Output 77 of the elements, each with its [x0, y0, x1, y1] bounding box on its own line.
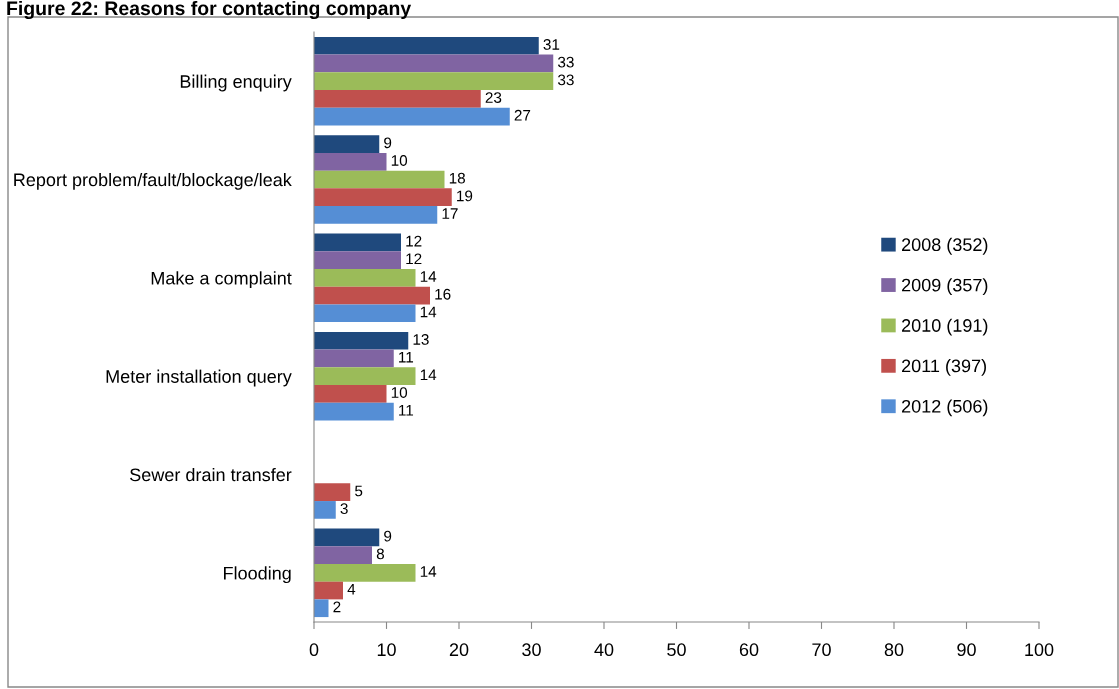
bar — [314, 188, 452, 207]
x-tick-label: 0 — [309, 643, 319, 657]
x-tick-label: 80 — [884, 643, 904, 657]
bar — [314, 385, 387, 403]
x-tick-label: 40 — [594, 643, 614, 657]
bar — [314, 581, 343, 600]
data-label: 5 — [355, 485, 363, 497]
data-label: 12 — [406, 235, 422, 247]
chart-title: Figure 22: Reasons for contacting company — [7, 0, 412, 20]
x-tick-label: 60 — [739, 643, 759, 657]
x-tick-label: 70 — [812, 643, 831, 657]
y-tick-label: Billing enquiry — [180, 74, 292, 92]
data-label: 11 — [399, 405, 414, 416]
bar — [314, 483, 351, 502]
bar — [314, 599, 329, 618]
bar — [314, 349, 394, 368]
legend-label: 2011 (397) — [902, 359, 986, 376]
bar — [314, 135, 380, 153]
bar — [314, 367, 416, 386]
data-label: 14 — [420, 369, 437, 381]
bar — [314, 546, 372, 564]
y-tick-label: Flooding — [224, 566, 291, 584]
data-label: 11 — [399, 351, 414, 363]
data-label: 14 — [420, 271, 437, 282]
bar — [314, 206, 438, 224]
bar — [314, 72, 554, 91]
bar — [314, 528, 380, 547]
bar — [314, 36, 539, 55]
data-label: 9 — [384, 530, 392, 542]
legend-label: 2012 (506) — [902, 399, 988, 417]
bar — [314, 268, 416, 287]
data-label: 14 — [420, 306, 437, 318]
data-label: 18 — [449, 172, 465, 184]
data-label: 12 — [406, 253, 422, 265]
data-label: 16 — [435, 288, 451, 300]
bar — [314, 90, 481, 108]
bar — [314, 54, 554, 73]
bar — [314, 304, 416, 323]
data-label: 23 — [485, 92, 502, 103]
y-tick-label: Report problem/fault/blockage/leak — [14, 172, 292, 190]
bar — [314, 286, 430, 305]
legend-label: 2010 (191) — [902, 318, 988, 336]
data-label: 10 — [391, 155, 408, 166]
x-tick-label: 20 — [449, 643, 469, 657]
bar — [314, 107, 510, 126]
data-label: 31 — [543, 39, 560, 50]
data-label: 2 — [333, 601, 341, 613]
legend-label: 2008 (352) — [902, 237, 988, 255]
data-label: 8 — [376, 548, 384, 560]
data-label: 14 — [420, 566, 437, 577]
data-label: 4 — [347, 583, 356, 595]
bar — [314, 331, 409, 350]
bar — [314, 170, 445, 189]
data-label: 33 — [558, 74, 574, 86]
data-label: 10 — [391, 387, 408, 398]
x-tick-label: 50 — [667, 643, 686, 657]
data-label: 27 — [514, 109, 531, 121]
x-tick-label: 10 — [377, 643, 396, 657]
data-label: 19 — [457, 190, 473, 202]
y-tick-label: Meter installation query — [106, 369, 292, 387]
data-label: 33 — [558, 56, 574, 68]
y-tick-label: Sewer drain transfer — [130, 467, 292, 482]
bar — [314, 501, 336, 519]
bar — [314, 402, 394, 421]
x-tick-label: 100 — [1025, 643, 1054, 657]
x-tick-label: 30 — [522, 643, 541, 657]
legend-label: 2009 (357) — [902, 278, 988, 296]
data-label: 9 — [384, 137, 392, 149]
bar — [314, 233, 401, 252]
data-label: 13 — [413, 334, 429, 345]
data-label: 3 — [340, 503, 348, 514]
data-label: 17 — [442, 208, 458, 219]
x-tick-label: 90 — [957, 643, 976, 657]
bar — [314, 563, 416, 582]
y-tick-label: Make a complaint — [151, 271, 292, 289]
bar — [314, 251, 401, 269]
bar — [314, 152, 387, 171]
